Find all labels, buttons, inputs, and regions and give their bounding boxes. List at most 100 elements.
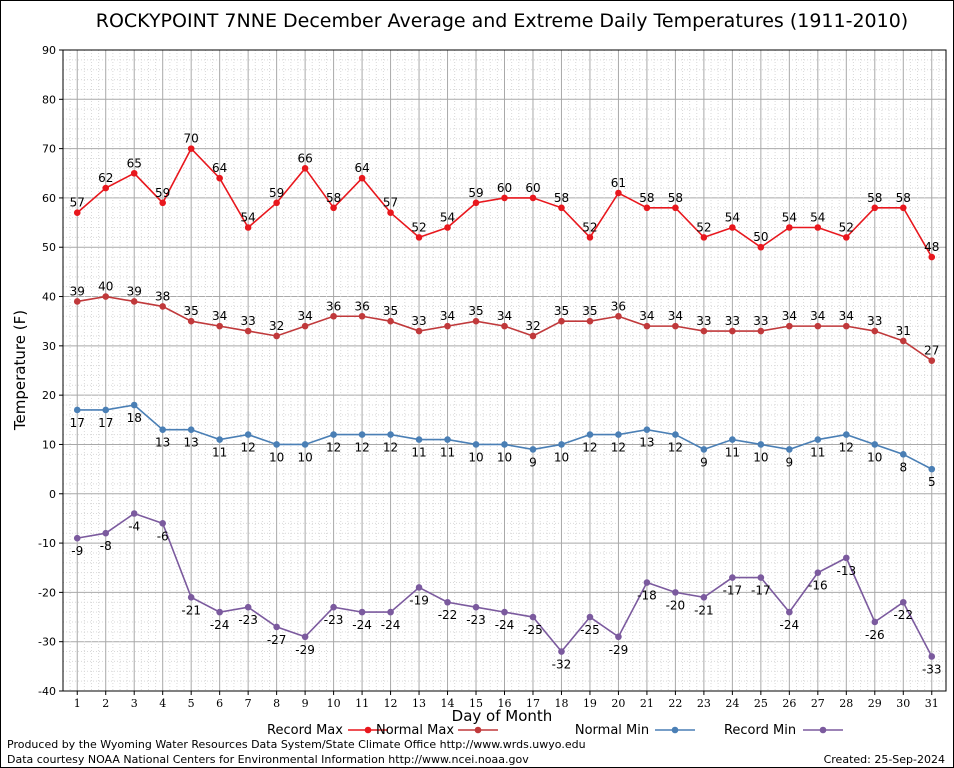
data-label: -24: [352, 618, 372, 632]
x-tick-label: 11: [355, 697, 369, 710]
data-point: [273, 199, 280, 207]
data-point: [415, 327, 423, 335]
data-point: [501, 322, 508, 330]
data-label: 65: [127, 156, 142, 170]
data-label: 48: [924, 240, 939, 254]
data-point: [301, 441, 309, 448]
data-point: [216, 322, 223, 330]
data-label: 58: [668, 191, 683, 205]
data-point: [444, 598, 451, 606]
x-tick-label: 4: [159, 697, 166, 710]
data-label: 52: [411, 220, 426, 234]
data-label: -29: [609, 643, 629, 657]
data-point: [558, 204, 565, 212]
data-label: 10: [554, 450, 569, 464]
data-point: [729, 224, 736, 231]
data-label: 59: [155, 186, 170, 200]
data-label: 58: [639, 191, 654, 205]
y-tick-label: 90: [42, 44, 56, 57]
data-point: [529, 446, 537, 453]
y-tick-label: 30: [42, 340, 56, 353]
data-label: 64: [354, 161, 369, 175]
x-tick-label: 28: [839, 697, 853, 710]
data-label: 12: [668, 441, 683, 455]
y-tick-label: 40: [42, 291, 56, 304]
data-label: 57: [70, 196, 85, 210]
data-point: [501, 194, 508, 202]
data-point: [358, 174, 366, 182]
data-point: [273, 332, 280, 340]
data-point: [814, 436, 822, 443]
data-point: [643, 322, 651, 330]
data-point: [757, 441, 765, 448]
data-label: 11: [440, 446, 455, 460]
legend-label: Record Max: [267, 723, 343, 738]
data-label: 32: [525, 319, 540, 333]
data-point: [472, 317, 480, 325]
data-point: [757, 243, 765, 251]
data-label: 34: [839, 309, 854, 323]
data-label: 57: [383, 196, 398, 210]
data-point: [472, 199, 480, 207]
data-point: [330, 431, 337, 438]
data-label: 36: [326, 299, 341, 313]
x-tick-label: 25: [754, 697, 768, 710]
data-point: [899, 598, 907, 606]
legend-swatch-marker: [474, 726, 482, 734]
x-tick-label: 5: [188, 697, 195, 710]
x-axis-title: Day of Month: [452, 707, 553, 725]
data-point: [187, 317, 195, 325]
data-point: [301, 633, 309, 641]
legend: Record Max Normal Max Normal Min Record Min: [267, 723, 843, 738]
x-tick-label: 21: [640, 697, 654, 710]
data-point: [928, 465, 936, 473]
data-label: -27: [267, 633, 287, 647]
y-tick-label: 20: [42, 389, 56, 402]
data-label: -13: [837, 564, 857, 578]
data-point: [159, 303, 166, 310]
data-point: [700, 327, 708, 335]
x-tick-label: 23: [697, 697, 711, 710]
x-tick-label: 22: [668, 697, 682, 710]
data-point: [501, 608, 508, 616]
data-point: [330, 204, 337, 212]
data-point: [301, 322, 309, 330]
data-point: [130, 510, 138, 517]
data-point: [444, 436, 451, 443]
data-label: 52: [582, 220, 597, 234]
data-label: 10: [468, 450, 483, 464]
data-label: 13: [184, 436, 199, 450]
data-point: [387, 608, 394, 616]
data-label: 11: [725, 446, 740, 460]
data-point: [615, 189, 622, 197]
data-label: 59: [468, 186, 483, 200]
data-point: [672, 204, 679, 212]
data-label: 11: [810, 446, 825, 460]
data-label: 12: [354, 441, 369, 455]
y-tick-label: -20: [38, 586, 56, 599]
data-label: 33: [753, 314, 768, 328]
data-point: [928, 653, 936, 660]
data-point: [786, 446, 793, 453]
data-point: [130, 169, 138, 177]
data-label: -23: [324, 613, 344, 627]
footer-created: Created: 25-Sep-2024: [824, 753, 945, 766]
data-point: [73, 534, 81, 542]
data-point: [102, 184, 110, 192]
x-tick-label: 15: [469, 697, 483, 710]
legend-item-record-min: Record Min: [724, 723, 843, 738]
y-axis-title: Temperature (F): [11, 310, 29, 431]
x-tick-label: 29: [868, 697, 882, 710]
data-point: [472, 441, 480, 448]
data-label: -26: [865, 628, 885, 642]
data-label: 34: [212, 309, 227, 323]
legend-label: Normal Max: [376, 723, 454, 738]
data-point: [643, 204, 651, 212]
x-tick-label: 9: [302, 697, 309, 710]
data-label: -25: [523, 623, 543, 637]
data-label: 33: [241, 314, 256, 328]
data-label: -21: [694, 603, 714, 617]
data-point: [672, 322, 679, 330]
data-point: [586, 317, 594, 325]
data-point: [586, 234, 594, 241]
